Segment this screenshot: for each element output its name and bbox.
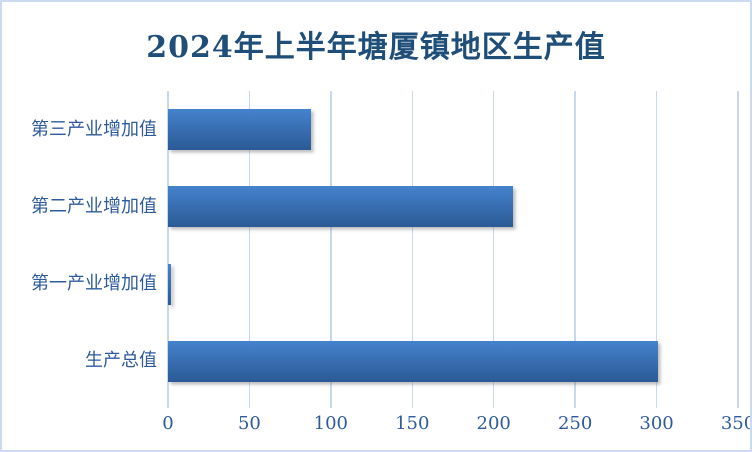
- chart-title: 2024年上半年塘厦镇地区生产值: [146, 30, 606, 65]
- category-label: 第三产业增加值: [31, 118, 157, 140]
- axis-tick: [167, 400, 169, 408]
- x-tick-label: 300: [639, 413, 674, 434]
- bar: [168, 263, 172, 305]
- x-tick-label: 50: [237, 413, 261, 434]
- gridline: [737, 91, 739, 400]
- gridline: [411, 91, 414, 400]
- bar: [168, 340, 659, 382]
- x-tick-label: 150: [395, 413, 430, 434]
- axis-tick: [330, 400, 332, 408]
- x-tick-label: 100: [313, 413, 349, 434]
- gridline: [574, 91, 576, 400]
- gridline: [655, 91, 658, 400]
- x-tick-label: 200: [476, 413, 511, 434]
- category-label: 生产总值: [85, 350, 157, 372]
- axis-tick: [248, 400, 251, 408]
- gridline: [492, 91, 495, 400]
- category-label: 第一产业增加值: [31, 273, 157, 295]
- axis-tick: [411, 400, 414, 408]
- plot-area: [167, 91, 739, 400]
- axis-tick: [737, 400, 739, 408]
- gridline: [330, 91, 332, 400]
- axis-tick: [574, 400, 576, 408]
- gridline: [248, 91, 251, 400]
- x-tick-label: 250: [557, 413, 593, 434]
- bar: [168, 109, 312, 151]
- axis-tick: [492, 400, 495, 408]
- gridline: [167, 91, 169, 400]
- axis-tick: [655, 400, 658, 408]
- x-tick-label: 350: [720, 413, 752, 434]
- category-label: 第二产业增加值: [31, 195, 157, 217]
- x-tick-label: 0: [162, 413, 174, 434]
- bar: [168, 186, 514, 228]
